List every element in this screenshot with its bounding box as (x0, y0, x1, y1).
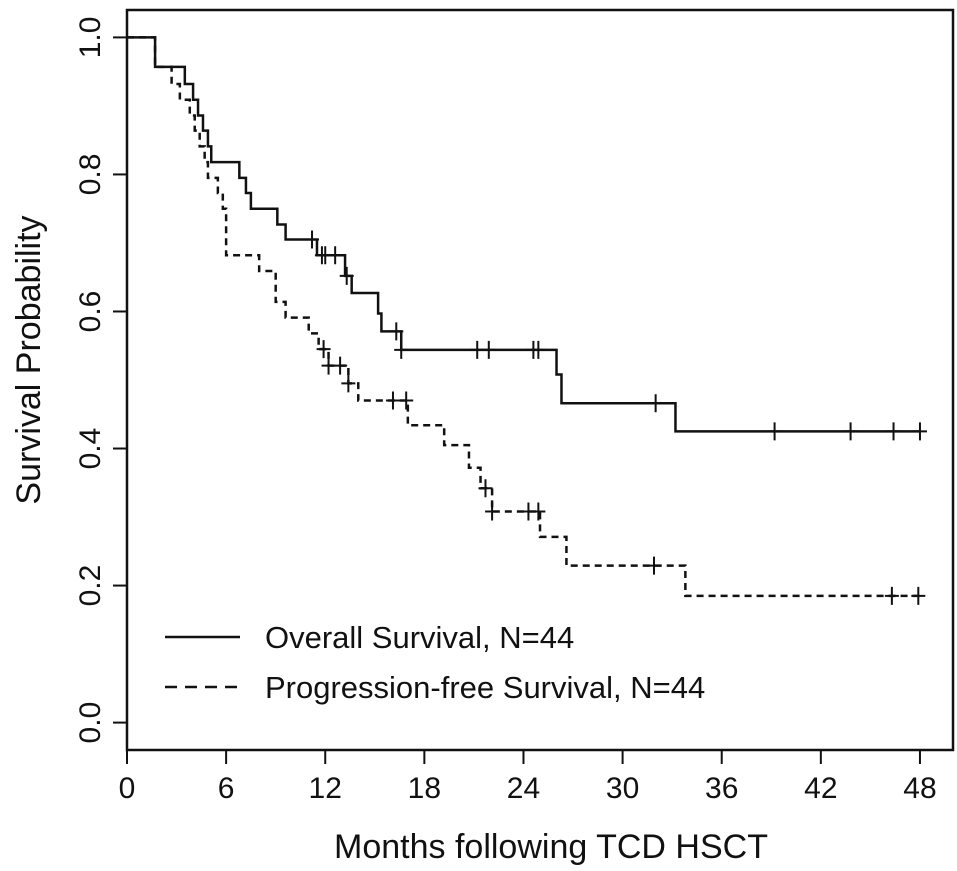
censor-mark-progression-free-survival (911, 586, 926, 605)
censor-mark-overall-survival (389, 322, 404, 341)
censor-mark-overall-survival (843, 422, 858, 441)
x-axis: 0 6 12 18 24 30 36 42 48 (119, 750, 937, 805)
censor-mark-overall-survival (767, 422, 782, 441)
legend: Overall Survival, N=44 Progression-free … (165, 620, 705, 705)
censor-mark-overall-survival (648, 394, 663, 413)
censor-mark-overall-survival (339, 266, 354, 285)
y-tick-label: 1.0 (74, 17, 107, 59)
censor-mark-progression-free-survival (478, 479, 493, 498)
censor-mark-progression-free-survival (385, 391, 400, 410)
censor-mark-progression-free-survival (316, 340, 331, 359)
censor-mark-progression-free-survival (646, 556, 661, 575)
series-line-overall-survival (127, 36, 920, 433)
censor-mark-overall-survival (886, 422, 901, 441)
x-axis-label: Months following TCD HSCT (334, 828, 768, 866)
x-tick-label: 0 (119, 772, 136, 805)
x-tick-label: 6 (218, 772, 235, 805)
x-tick-label: 30 (606, 772, 639, 805)
legend-label-overall-survival: Overall Survival, N=44 (265, 620, 574, 655)
censor-mark-overall-survival (912, 422, 927, 441)
y-tick-label: 0.0 (74, 702, 107, 744)
y-axis: 0.0 0.2 0.4 0.6 0.8 1.0 (74, 17, 127, 744)
censor-mark-progression-free-survival (485, 502, 500, 521)
x-tick-label: 36 (705, 772, 738, 805)
legend-label-progression-free-survival: Progression-free Survival, N=44 (265, 670, 705, 705)
x-tick-label: 18 (408, 772, 441, 805)
x-tick-label: 42 (804, 772, 837, 805)
x-tick-label: 48 (903, 772, 936, 805)
censor-mark-progression-free-survival (399, 391, 414, 410)
y-tick-label: 0.6 (74, 291, 107, 333)
y-tick-label: 0.8 (74, 154, 107, 196)
censor-mark-overall-survival (305, 230, 320, 249)
y-tick-label: 0.2 (74, 565, 107, 607)
series-layer (127, 36, 927, 605)
censor-mark-progression-free-survival (884, 586, 899, 605)
censor-mark-overall-survival (394, 340, 409, 359)
censor-mark-overall-survival (328, 246, 343, 265)
censor-mark-overall-survival (481, 340, 496, 359)
y-axis-label: Survival Probability (10, 215, 48, 504)
censor-mark-overall-survival (531, 340, 546, 359)
censor-mark-progression-free-survival (333, 356, 348, 375)
y-tick-label: 0.4 (74, 428, 107, 470)
x-tick-label: 24 (507, 772, 540, 805)
plot-frame (125, 8, 955, 752)
series-line-progression-free-survival (127, 36, 920, 598)
censor-mark-progression-free-survival (341, 374, 356, 393)
x-tick-label: 12 (309, 772, 342, 805)
censor-mark-progression-free-survival (531, 502, 546, 521)
